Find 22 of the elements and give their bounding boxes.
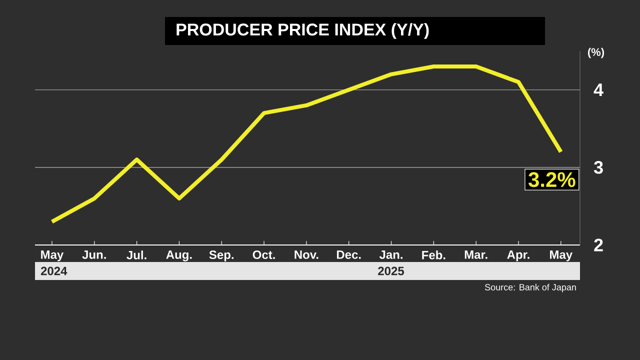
x-tick-label: Mar. [464, 250, 488, 259]
x-tick-label: Nov. [294, 250, 318, 259]
y-tick-label: 2 [594, 238, 603, 252]
y-tick-label: 3 [594, 161, 603, 174]
x-tick-label: Aug. [166, 250, 192, 262]
chart-title: PRODUCER PRICE INDEX (Y/Y) [176, 23, 429, 39]
source-note: Source: Bank of Japan [484, 284, 576, 292]
y-tick-label: 4 [594, 84, 604, 96]
x-tick-label: Jun. [82, 250, 106, 259]
x-tick-label: Dec. [336, 250, 361, 259]
x-tick-label: Jan. [379, 250, 402, 259]
text: 2024 [40, 266, 68, 276]
x-tick-label: Oct. [252, 250, 275, 260]
x-tick-label: Jul. [126, 250, 146, 260]
x-tick-label: May [41, 250, 64, 262]
x-tick-label: Apr. [507, 250, 530, 262]
text: 2025 [378, 266, 404, 276]
x-tick-label: Feb. [422, 250, 446, 260]
y-axis-title: (%) [588, 48, 604, 58]
data-label: 3.2% [528, 172, 576, 188]
x-tick-label: May [550, 250, 573, 262]
x-tick-label: Sep. [209, 250, 234, 262]
